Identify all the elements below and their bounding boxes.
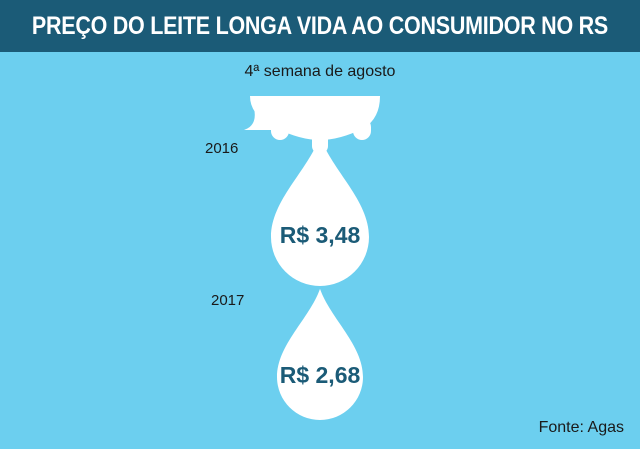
title-bar: PREÇO DO LEITE LONGA VIDA AO CONSUMIDOR … bbox=[0, 0, 640, 52]
chart-title: PREÇO DO LEITE LONGA VIDA AO CONSUMIDOR … bbox=[31, 11, 609, 40]
chart-subtitle: 4ª semana de agosto bbox=[244, 63, 396, 80]
milk-drop-2016 bbox=[271, 136, 369, 286]
drop-marks bbox=[271, 136, 369, 421]
udder-icon bbox=[244, 96, 380, 154]
year-label-2016: 2016 bbox=[205, 139, 239, 157]
milk-drop-2017 bbox=[276, 288, 364, 421]
price-label-2017: R$ 2,68 bbox=[279, 361, 361, 388]
source-note: Fonte: Agas bbox=[538, 419, 624, 436]
year-label-2017: 2017 bbox=[210, 291, 245, 309]
price-label-2016: R$ 3,48 bbox=[279, 222, 361, 248]
